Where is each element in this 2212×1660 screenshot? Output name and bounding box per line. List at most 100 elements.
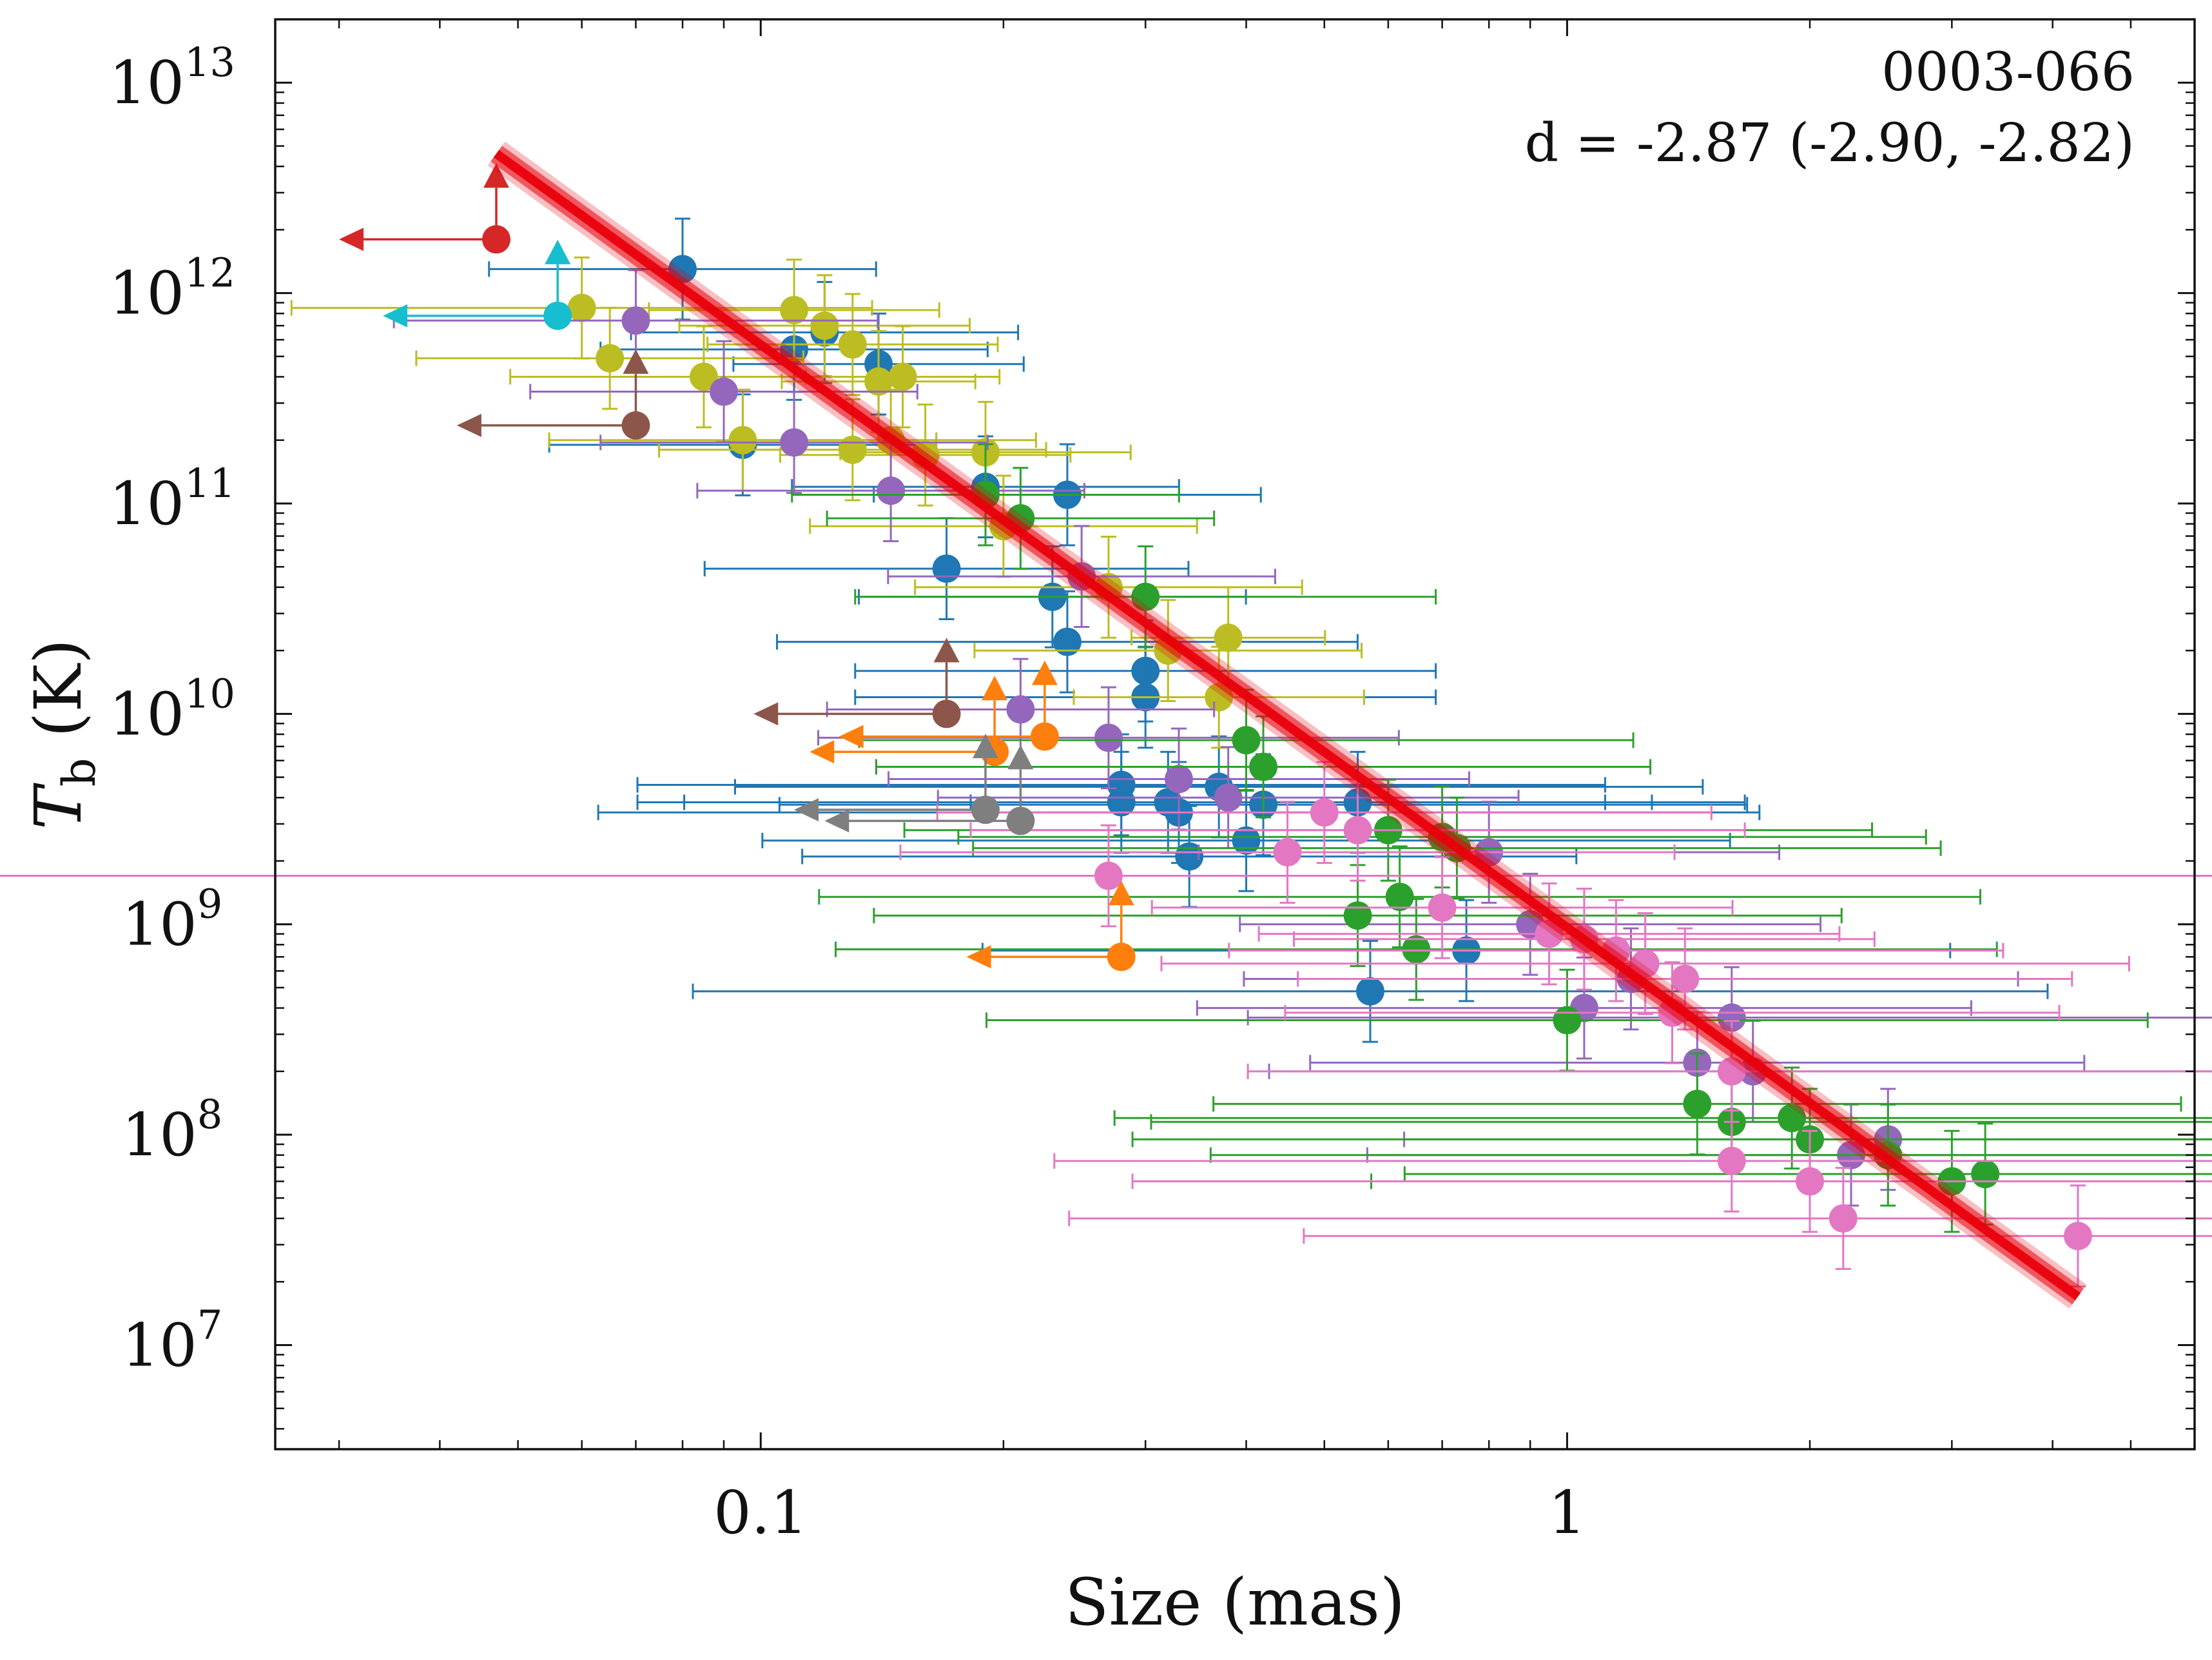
- limit-arrow-head: [753, 702, 779, 726]
- data-point: [875, 715, 1652, 819]
- data-point: [899, 801, 1676, 904]
- limit-arrow-head: [383, 304, 408, 327]
- limit-arrow-head: [973, 734, 999, 759]
- data-point: [696, 439, 1085, 543]
- limit-point: [966, 881, 1136, 972]
- marker: [864, 367, 893, 396]
- limit-arrow-head: [339, 228, 364, 251]
- data-point: [781, 329, 976, 433]
- marker: [888, 362, 917, 391]
- limit-arrow-head: [1007, 745, 1034, 770]
- limit-arrow-head: [982, 676, 1008, 701]
- marker: [1683, 1089, 1712, 1118]
- marker: [1214, 783, 1243, 812]
- data-point: [826, 467, 1216, 570]
- limit-arrow-head: [839, 725, 864, 748]
- marker: [1778, 1104, 1807, 1133]
- marker: [2063, 1222, 2092, 1251]
- limit-arrow-head: [810, 740, 835, 764]
- data-point: [1247, 966, 2212, 1069]
- marker: [1165, 765, 1194, 794]
- marker: [1131, 582, 1160, 611]
- y-tick-label: 1012: [109, 249, 235, 328]
- marker: [1343, 815, 1372, 845]
- marker: [1273, 837, 1302, 866]
- marker: [1829, 1204, 1858, 1233]
- data-point: [1247, 1020, 2212, 1123]
- data-point: [776, 590, 1359, 694]
- x-tick-label: 0.1: [713, 1478, 808, 1547]
- marker: [1006, 806, 1035, 835]
- marker: [810, 311, 839, 340]
- marker: [1343, 901, 1372, 930]
- limit-arrow-head: [623, 349, 649, 374]
- marker: [689, 362, 718, 391]
- marker: [932, 699, 961, 728]
- marker: [482, 225, 511, 254]
- data-point: [818, 845, 1981, 949]
- marker: [543, 301, 572, 330]
- data-point: [0, 824, 2212, 928]
- limit-point: [456, 349, 650, 440]
- marker: [1094, 861, 1123, 890]
- x-axis-label: Size (mas): [1065, 1565, 1405, 1640]
- marker: [710, 377, 739, 406]
- fit-line: [493, 150, 2081, 1300]
- marker: [1214, 623, 1243, 652]
- marker: [1402, 935, 1431, 964]
- y-tick-label: 107: [122, 1301, 223, 1380]
- plot-frame: [274, 18, 2196, 1450]
- data-point: [1053, 1109, 2212, 1213]
- marker: [838, 330, 867, 359]
- marker: [1971, 1160, 2000, 1189]
- marker: [1717, 1057, 1746, 1086]
- marker: [1428, 893, 1457, 922]
- x-tick-label: 1: [1548, 1478, 1586, 1547]
- limit-point: [383, 239, 572, 330]
- limit-arrow-head: [1031, 660, 1058, 685]
- marker: [1030, 722, 1059, 751]
- data-point: [290, 256, 873, 360]
- series-olive: [290, 256, 1365, 749]
- marker: [932, 554, 961, 583]
- limit-arrow-head: [966, 945, 991, 969]
- y-axis-label: Tb (K): [21, 639, 106, 830]
- marker: [567, 293, 596, 322]
- marker: [1053, 627, 1082, 656]
- marker: [971, 796, 1000, 825]
- limit-arrow-head: [483, 163, 510, 188]
- limit-point: [839, 660, 1059, 751]
- data-point: [599, 391, 989, 494]
- limit-point: [339, 163, 511, 254]
- limit-arrow-head: [794, 798, 819, 822]
- marker: [1006, 695, 1035, 724]
- marker: [780, 428, 809, 457]
- data-point: [1303, 1184, 2212, 1288]
- y-tick-label: 109: [122, 881, 223, 959]
- marker: [1107, 942, 1136, 972]
- marker: [1249, 752, 1278, 781]
- marker: [1553, 1006, 1582, 1035]
- marker: [1796, 1167, 1825, 1196]
- marker: [1310, 798, 1339, 827]
- marker: [780, 296, 809, 325]
- limit-arrow-head: [824, 809, 849, 833]
- limit-arrow-head: [456, 413, 481, 437]
- marker: [1717, 1146, 1746, 1175]
- fit-band: [487, 141, 2087, 1309]
- marker: [621, 411, 650, 440]
- data-point: [936, 761, 1712, 864]
- limit-point: [824, 745, 1035, 835]
- limit-point: [753, 638, 961, 728]
- data-point: [1068, 1167, 2212, 1270]
- y-tick-label: 1010: [109, 670, 235, 748]
- annotation-source: 0003-066: [1881, 42, 2135, 103]
- marker: [621, 306, 650, 335]
- marker: [596, 344, 625, 373]
- data-point: [969, 778, 1746, 882]
- data-point: [1131, 1129, 2212, 1233]
- data-point: [1130, 586, 1326, 690]
- limit-arrow-head: [933, 638, 960, 663]
- marker: [1385, 883, 1414, 912]
